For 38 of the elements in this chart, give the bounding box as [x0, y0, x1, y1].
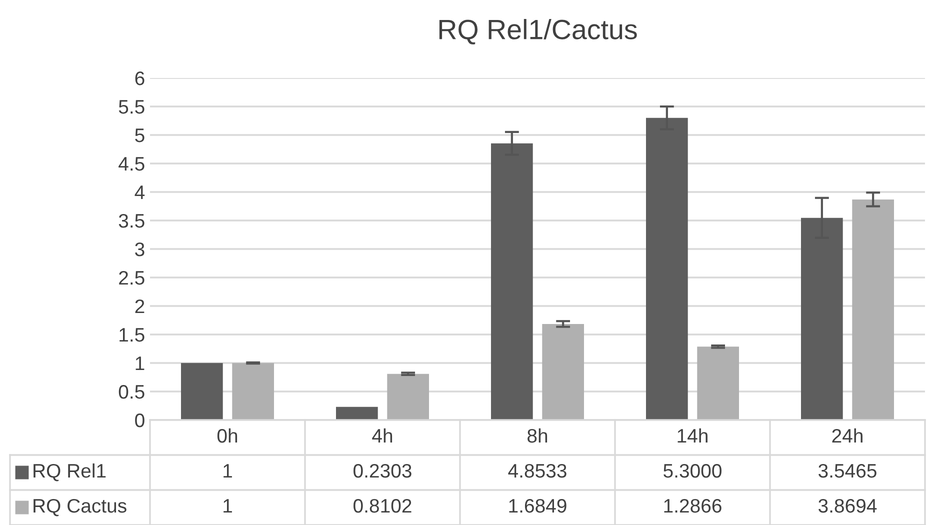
x-tick-label: 24h [832, 428, 862, 443]
bar [181, 363, 223, 420]
y-tick-label: 0.5 [118, 384, 144, 399]
bar [387, 374, 429, 420]
bar [542, 324, 584, 420]
bar [697, 346, 739, 420]
data-label: 1.6849 [509, 498, 566, 513]
bar [232, 363, 274, 420]
y-tick-label: 3 [135, 242, 144, 256]
data-label: 1 [224, 464, 232, 478]
chart-title: RQ Rel1/Cactus [439, 18, 637, 44]
y-tick-label: 5.5 [118, 100, 144, 114]
y-tick-label: 4 [134, 186, 145, 200]
y-tick-label: 2.5 [119, 270, 144, 285]
x-tick-label: 4h [372, 428, 392, 443]
y-tick-label: 2 [135, 299, 144, 314]
x-tick-label: 0h [217, 428, 238, 443]
y-tick-label: 1.5 [120, 328, 144, 342]
bar [336, 406, 378, 420]
data-label: 0.8102 [354, 498, 412, 513]
y-tick-label: 3.5 [118, 214, 144, 228]
legend-label: RQ Cactus [34, 498, 126, 516]
y-tick-label: 0 [135, 413, 144, 428]
y-tick-label: 1 [136, 356, 144, 370]
data-label: 1 [224, 499, 232, 513]
data-label: 3.5465 [818, 464, 876, 478]
x-tick-label: 14h [678, 428, 708, 443]
x-tick-label: 8h [528, 428, 548, 443]
y-tick-label: 6 [135, 71, 144, 86]
data-label: 0.2303 [354, 464, 412, 478]
data-label: 1.2866 [664, 498, 722, 513]
bar [852, 199, 894, 420]
data-label: 3.8694 [818, 498, 877, 513]
y-tick-label: 4.5 [118, 157, 144, 171]
legend-label: RQ Rel1 [34, 463, 106, 482]
data-label: 4.8533 [508, 464, 566, 478]
data-label: 5.3000 [664, 464, 722, 478]
y-tick-label: 5 [135, 128, 144, 142]
